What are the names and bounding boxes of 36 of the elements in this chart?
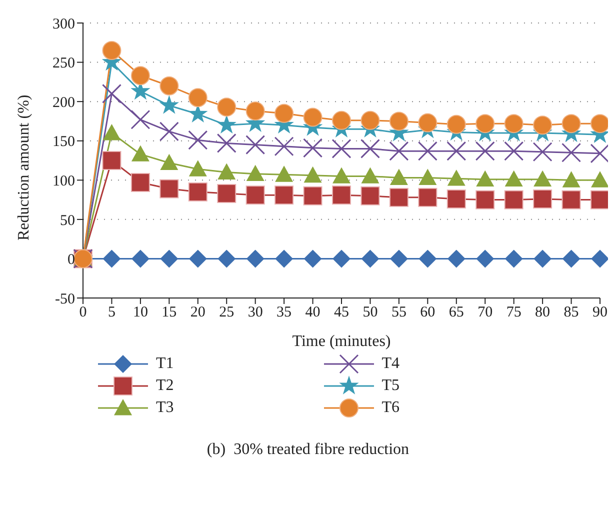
y-tick-label: -50 (55, 291, 75, 308)
x-tick-label: 45 (334, 304, 349, 321)
legend-label: T4 (382, 355, 400, 373)
x-tick-label: 10 (132, 304, 148, 321)
x-tick-label: 5 (108, 304, 116, 321)
x-tick-label: 80 (535, 304, 550, 321)
y-tick-label: 200 (52, 94, 75, 111)
x-tick-label: 90 (592, 304, 608, 321)
y-axis-title: Reduction amount (%) (16, 94, 33, 240)
x-tick-label: 40 (305, 304, 320, 321)
x-tick-label: 50 (362, 304, 378, 321)
legend-label: T1 (156, 355, 174, 373)
text: (b) 30% treated fibre reduction (206, 441, 410, 459)
x-tick-label: 55 (391, 304, 406, 321)
y-tick-label: 150 (52, 134, 75, 150)
x-tick-label: 20 (190, 304, 206, 321)
x-tick-label: 85 (564, 304, 579, 321)
x-tick-label: 15 (162, 304, 177, 321)
y-tick-label: 250 (52, 56, 75, 72)
y-tick-label: 100 (52, 173, 75, 190)
x-tick-label: 35 (276, 304, 292, 321)
legend-label: T2 (156, 377, 174, 395)
y-tick-label: 0 (68, 252, 75, 268)
x-tick-label: 25 (219, 304, 234, 321)
x-tick-label: 75 (506, 304, 522, 321)
x-tick-label: 60 (420, 304, 436, 321)
x-tick-label: 70 (478, 304, 493, 321)
legend-label: T5 (382, 377, 400, 395)
x-tick-label: 65 (448, 304, 464, 321)
y-tick-label: 300 (52, 16, 75, 32)
x-tick-label: 30 (248, 304, 263, 321)
y-tick-label: 50 (60, 212, 75, 229)
legend-label: T3 (156, 399, 174, 417)
x-tick-label: 0 (79, 304, 87, 321)
x-axis-title: Time (minutes) (292, 333, 391, 350)
legend-label: T6 (382, 399, 400, 417)
